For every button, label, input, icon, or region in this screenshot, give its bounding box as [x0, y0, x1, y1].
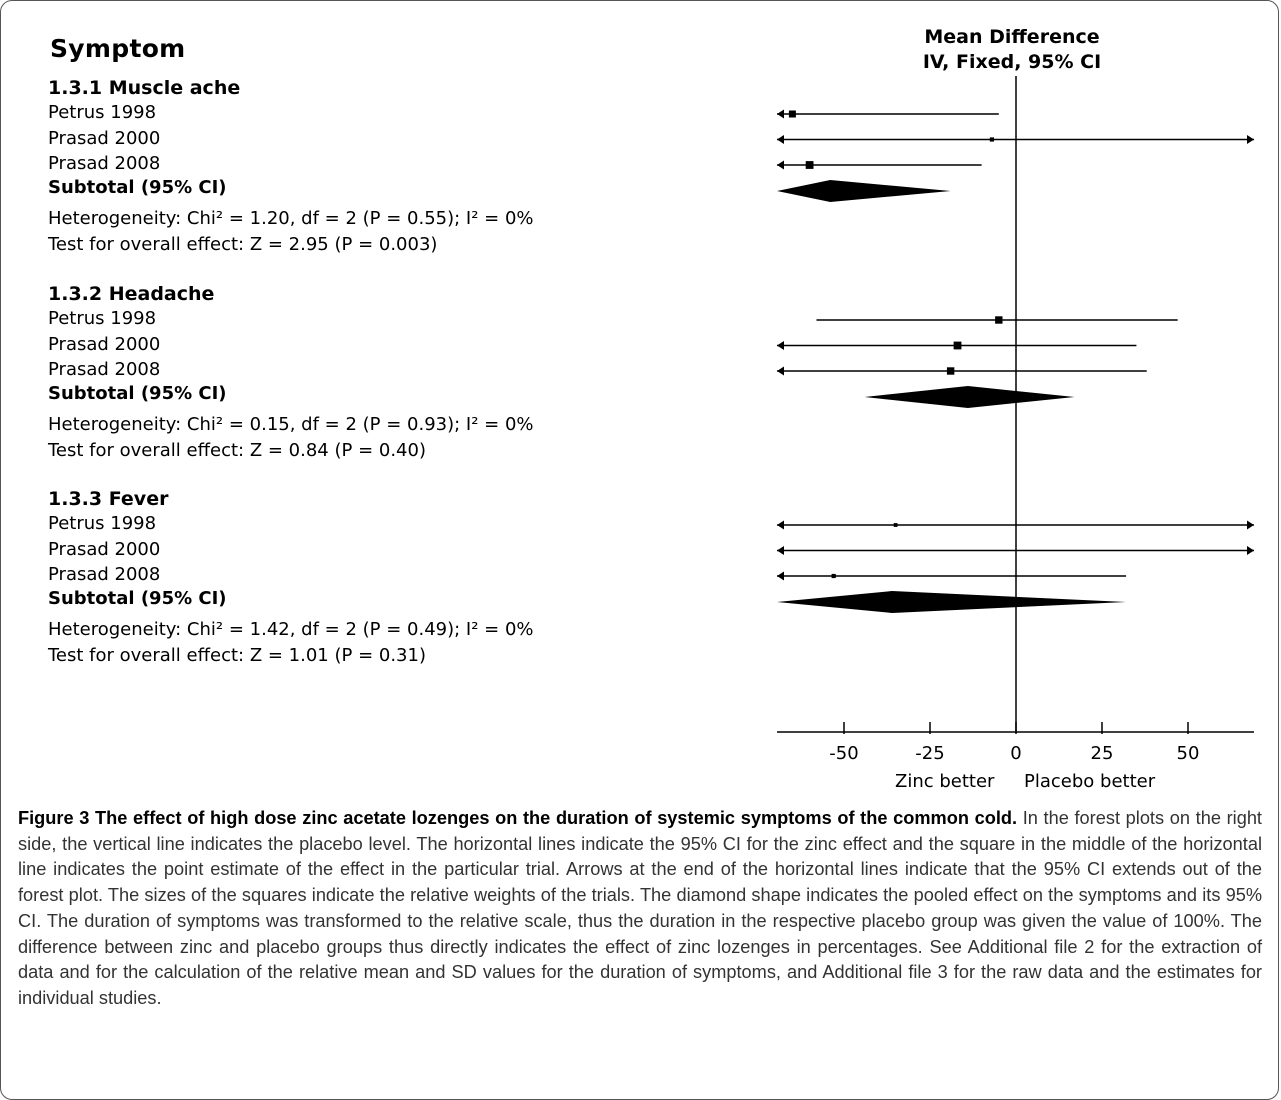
ci-arrow-left-icon: [777, 571, 784, 581]
subtotal-label: Subtotal (95% CI): [48, 383, 227, 404]
overall-effect-stat: Test for overall effect: Z = 2.95 (P = 0…: [48, 234, 438, 255]
group-title: 1.3.3 Fever: [48, 488, 169, 510]
point-estimate-square: [805, 161, 814, 169]
study-name: Prasad 2008: [48, 359, 161, 380]
study-name: Petrus 1998: [48, 513, 157, 534]
ci-arrow-left-icon: [777, 341, 784, 350]
study-name: Prasad 2008: [48, 153, 161, 174]
subtotal-label: Subtotal (95% CI): [48, 588, 227, 609]
figure-caption: Figure 3 The effect of high dose zinc ac…: [18, 806, 1262, 1012]
pooled-effect-diamond: [777, 180, 951, 202]
caption-body: In the forest plots on the right side, t…: [18, 808, 1262, 1008]
study-name: Prasad 2008: [48, 564, 161, 585]
overall-effect-stat: Test for overall effect: Z = 0.84 (P = 0…: [48, 440, 426, 461]
x-tick-label: -50: [829, 743, 858, 764]
effect-measure-subtitle: IV, Fixed, 95% CI: [922, 51, 1102, 73]
point-estimate-square: [995, 316, 1003, 324]
ci-arrow-left-icon: [777, 160, 784, 170]
ci-arrow-right-icon: [1247, 546, 1254, 555]
subtotal-label: Subtotal (95% CI): [48, 177, 227, 198]
point-estimate-square: [953, 341, 962, 350]
heterogeneity-stat: Heterogeneity: Chi² = 1.42, df = 2 (P = …: [48, 619, 534, 640]
overall-effect-stat: Test for overall effect: Z = 1.01 (P = 0…: [48, 645, 426, 666]
ci-arrow-left-icon: [777, 135, 784, 144]
symptom-column-heading: Symptom: [50, 34, 186, 63]
ci-arrow-right-icon: [1247, 135, 1254, 144]
point-estimate-square: [893, 523, 898, 527]
study-name: Petrus 1998: [48, 308, 157, 329]
x-tick-label: 0: [1010, 743, 1021, 764]
pooled-effect-diamond: [864, 386, 1075, 408]
group-title: 1.3.2 Headache: [48, 283, 215, 305]
point-estimate-square: [989, 137, 995, 142]
study-name: Prasad 2000: [48, 127, 161, 149]
ci-arrow-left-icon: [777, 520, 784, 530]
point-estimate-square: [946, 367, 955, 375]
study-name: Prasad 2000: [48, 538, 161, 560]
ci-arrow-left-icon: [777, 546, 784, 555]
effect-measure-title: Mean Difference: [924, 26, 1100, 48]
point-estimate-square: [788, 110, 796, 118]
direction-label-left: Zinc better: [895, 771, 995, 792]
ci-arrow-left-icon: [777, 366, 784, 376]
study-name: Petrus 1998: [48, 102, 157, 123]
x-tick-label: 25: [1091, 743, 1114, 764]
point-estimate-square: [831, 573, 836, 579]
ci-arrow-right-icon: [1247, 520, 1254, 530]
effect-measure-header: Mean Difference IV, Fixed, 95% CI: [880, 25, 1144, 75]
heterogeneity-stat: Heterogeneity: Chi² = 1.20, df = 2 (P = …: [48, 208, 534, 229]
group-title: 1.3.1 Muscle ache: [48, 77, 241, 99]
x-tick-label: 50: [1177, 743, 1200, 764]
direction-label-right: Placebo better: [1024, 771, 1156, 792]
pooled-effect-diamond: [777, 591, 1127, 613]
forest-plot: -50 -25 0 25 50: [777, 76, 1254, 764]
heterogeneity-stat: Heterogeneity: Chi² = 0.15, df = 2 (P = …: [48, 414, 534, 435]
study-name: Prasad 2000: [48, 333, 161, 355]
ci-arrow-left-icon: [777, 109, 784, 119]
x-tick-label: -25: [915, 743, 944, 764]
caption-title: Figure 3 The effect of high dose zinc ac…: [18, 808, 1018, 828]
